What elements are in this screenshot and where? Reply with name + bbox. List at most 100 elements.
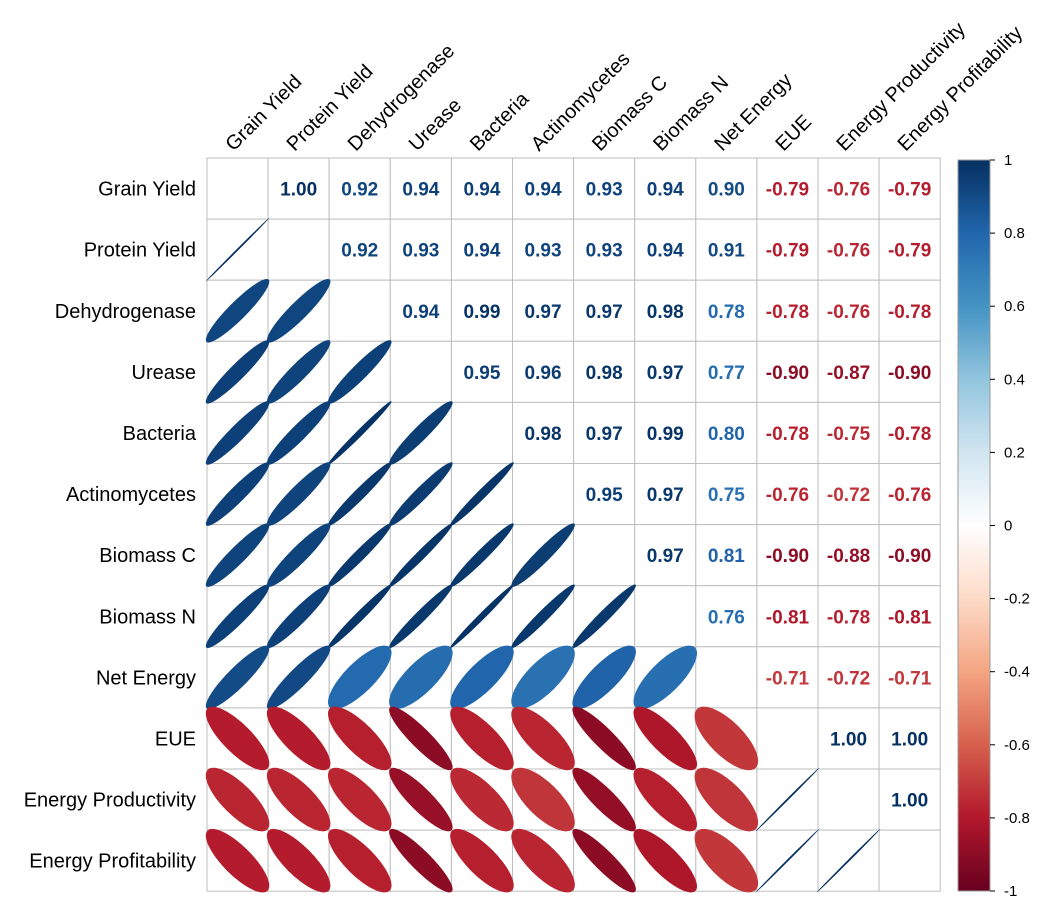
matrix-cell bbox=[573, 218, 636, 281]
correlation-value: 0.94 bbox=[402, 180, 439, 201]
correlation-value: -0.79 bbox=[766, 241, 809, 262]
matrix-cell bbox=[878, 279, 941, 342]
correlation-ellipse bbox=[511, 828, 575, 893]
row-label: Grain Yield bbox=[98, 179, 196, 201]
colorbar-legend: 1 0.8 0.6 0.4 0.2 0 -0.2 -0.4 -0.6 -0.8 -1 bbox=[957, 152, 1030, 900]
matrix-cell bbox=[817, 524, 880, 587]
correlation-value: 0.99 bbox=[463, 302, 500, 323]
correlation-value: -0.79 bbox=[766, 180, 809, 201]
correlation-ellipse bbox=[205, 767, 270, 832]
correlation-ellipse bbox=[205, 706, 270, 771]
correlation-value: -0.76 bbox=[827, 302, 870, 323]
correlation-ellipse bbox=[755, 828, 820, 893]
correlation-ellipse bbox=[450, 706, 514, 771]
colorbar-tick-label: 0 bbox=[1004, 518, 1012, 535]
matrix-cell bbox=[817, 707, 880, 770]
correlation-ellipse bbox=[511, 645, 575, 710]
correlation-ellipse bbox=[450, 523, 514, 587]
correlation-ellipse bbox=[327, 462, 392, 526]
matrix-cell bbox=[450, 279, 513, 342]
correlation-value: -0.78 bbox=[888, 302, 931, 323]
correlation-ellipse bbox=[205, 584, 270, 649]
correlation-ellipse bbox=[694, 767, 759, 832]
matrix-cell bbox=[878, 157, 941, 220]
correlation-ellipse bbox=[266, 462, 331, 526]
correlation-value: 0.97 bbox=[647, 485, 684, 506]
correlation-value: -0.90 bbox=[766, 546, 809, 567]
correlation-value: 0.95 bbox=[463, 363, 500, 384]
correlation-value: -0.81 bbox=[766, 607, 810, 628]
colorbar-tick-label: -0.8 bbox=[1004, 810, 1030, 827]
matrix-cell bbox=[756, 340, 819, 403]
matrix-cell bbox=[573, 340, 636, 403]
matrix-cell bbox=[817, 218, 880, 281]
matrix-cell bbox=[756, 707, 819, 770]
correlation-value: -0.90 bbox=[766, 363, 809, 384]
correlation-value: 0.99 bbox=[647, 424, 684, 445]
correlation-ellipse bbox=[450, 645, 514, 710]
correlation-value: 0.93 bbox=[525, 241, 562, 262]
correlation-ellipse bbox=[205, 401, 270, 465]
correlation-value: -0.78 bbox=[888, 424, 931, 445]
correlation-value: 0.94 bbox=[463, 241, 500, 262]
matrix-cell bbox=[817, 585, 880, 648]
row-label: EUE bbox=[155, 728, 196, 750]
correlation-value: -0.76 bbox=[827, 180, 870, 201]
correlation-value: 0.94 bbox=[402, 302, 439, 323]
row-label: Protein Yield bbox=[84, 240, 196, 262]
correlation-value: 1.00 bbox=[830, 729, 867, 750]
correlation-value: 0.96 bbox=[525, 363, 562, 384]
matrix-cell bbox=[695, 646, 758, 709]
colorbar-tick-label: 0.4 bbox=[1004, 371, 1025, 388]
correlation-value: -0.78 bbox=[827, 607, 870, 628]
correlation-value: -0.78 bbox=[766, 302, 809, 323]
correlation-ellipse bbox=[327, 645, 392, 710]
row-label: Net Energy bbox=[96, 667, 196, 689]
correlation-value: 0.81 bbox=[708, 546, 745, 567]
correlation-value: 0.97 bbox=[586, 424, 623, 445]
matrix-cell bbox=[389, 279, 452, 342]
correlation-ellipse bbox=[694, 828, 759, 893]
row-label: Dehydrogenase bbox=[55, 301, 196, 323]
correlation-ellipse bbox=[511, 767, 575, 832]
matrix-cell bbox=[878, 585, 941, 648]
correlation-value: -0.90 bbox=[888, 546, 931, 567]
matrix-cell bbox=[695, 218, 758, 281]
correlation-ellipse bbox=[266, 523, 331, 587]
correlation-ellipse bbox=[327, 706, 392, 771]
correlation-value: 0.90 bbox=[708, 180, 745, 201]
correlation-value: -0.76 bbox=[827, 241, 870, 262]
correlation-ellipse bbox=[266, 340, 331, 404]
colorbar-tick-label: -1 bbox=[1004, 883, 1017, 900]
matrix-cell bbox=[817, 340, 880, 403]
matrix-cell bbox=[878, 524, 941, 587]
correlation-ellipse bbox=[816, 828, 881, 893]
correlation-value: 0.97 bbox=[586, 302, 623, 323]
colorbar-tick-label: 0.6 bbox=[1004, 298, 1025, 315]
matrix-cell bbox=[756, 157, 819, 220]
matrix-cell bbox=[573, 463, 636, 526]
column-label: Dehydrogenase bbox=[344, 40, 459, 155]
correlation-value: 1.00 bbox=[891, 791, 928, 812]
correlation-ellipse bbox=[633, 706, 698, 771]
correlation-value: 0.95 bbox=[586, 485, 623, 506]
matrix-cell bbox=[328, 279, 391, 342]
correlation-value: -0.76 bbox=[766, 485, 809, 506]
matrix-cell bbox=[512, 463, 575, 526]
column-label: Urease bbox=[405, 94, 466, 155]
correlation-ellipse bbox=[755, 767, 820, 832]
correlation-value: 0.94 bbox=[525, 180, 562, 201]
correlation-ellipse bbox=[205, 462, 270, 526]
correlation-value: 0.97 bbox=[647, 363, 684, 384]
correlation-ellipse bbox=[450, 462, 514, 526]
correlation-value: -0.71 bbox=[766, 668, 810, 689]
matrix-cell bbox=[389, 340, 452, 403]
correlation-ellipse bbox=[205, 340, 270, 404]
correlation-value: 1.00 bbox=[891, 729, 928, 750]
correlation-ellipse bbox=[389, 584, 453, 649]
correlation-value: -0.87 bbox=[827, 363, 870, 384]
matrix-cell bbox=[756, 524, 819, 587]
matrix-cell bbox=[328, 157, 391, 220]
colorbar-tick-label: -0.2 bbox=[1004, 591, 1030, 608]
correlation-value: 0.77 bbox=[708, 363, 745, 384]
